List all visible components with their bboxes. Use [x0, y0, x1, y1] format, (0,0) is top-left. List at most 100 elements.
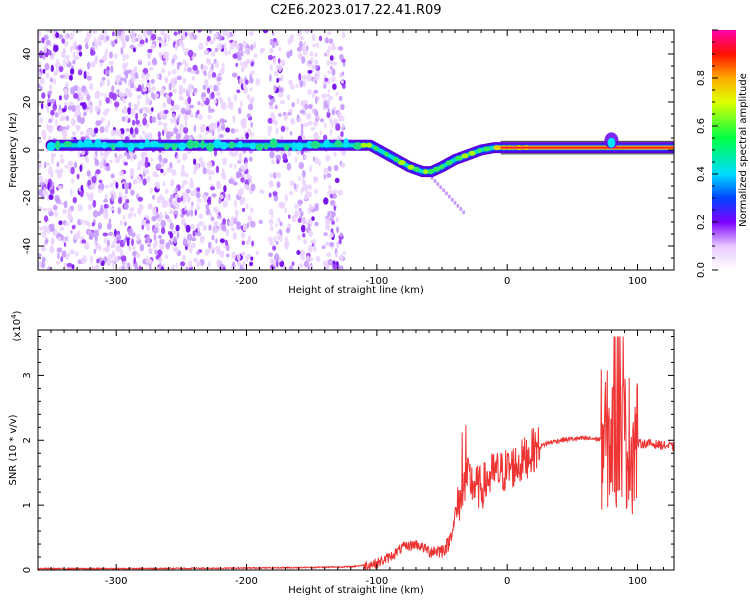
- noise-speckle: [323, 173, 326, 180]
- colorbar-tick-label: 0.0: [696, 262, 707, 278]
- noise-speckle: [63, 88, 68, 96]
- noise-speckle: [210, 216, 215, 222]
- noise-speckle: [326, 252, 332, 258]
- noise-speckle: [283, 115, 288, 121]
- noise-speckle: [222, 266, 226, 270]
- noise-speckle: [327, 107, 330, 114]
- noise-speckle: [303, 122, 309, 127]
- noise-speckle: [327, 89, 331, 93]
- ridge-blob: [366, 142, 373, 148]
- noise-speckle: [123, 152, 129, 156]
- noise-speckle: [282, 153, 288, 161]
- noise-speckle: [63, 242, 67, 247]
- noise-speckle: [153, 211, 158, 217]
- noise-speckle: [315, 256, 321, 262]
- noise-speckle: [44, 62, 50, 71]
- noise-speckle: [94, 158, 98, 162]
- noise-speckle: [114, 107, 119, 111]
- noise-speckle: [48, 194, 54, 201]
- noise-speckle: [118, 91, 124, 98]
- snr-y-ticks: 0 1 2 3: [22, 335, 674, 573]
- noise-speckle: [83, 91, 88, 97]
- noise-speckle: [134, 85, 137, 92]
- noise-speckle: [229, 43, 235, 51]
- noise-speckle: [222, 30, 228, 36]
- noise-speckle: [127, 92, 133, 98]
- noise-speckle: [207, 241, 212, 249]
- noise-speckle: [217, 43, 223, 51]
- noise-speckle: [113, 192, 117, 200]
- noise-speckle: [213, 227, 219, 234]
- noise-speckle: [130, 157, 134, 161]
- noise-speckle: [271, 41, 276, 49]
- noise-speckle: [240, 164, 245, 170]
- noise-speckle: [130, 189, 135, 196]
- noise-speckle: [66, 126, 69, 131]
- noise-speckle: [275, 64, 279, 70]
- noise-speckle: [147, 61, 152, 66]
- noise-speckle: [43, 45, 48, 54]
- noise-speckle: [318, 35, 323, 42]
- noise-speckle: [209, 186, 216, 191]
- colorbar-gradient: [712, 30, 736, 270]
- noise-speckle: [48, 84, 53, 92]
- ridge-blob: [393, 156, 399, 162]
- noise-speckle: [77, 204, 83, 212]
- noise-speckle: [185, 105, 191, 111]
- noise-speckle: [267, 54, 274, 61]
- noise-speckle: [320, 118, 324, 123]
- noise-speckle: [43, 186, 46, 195]
- noise-speckle: [240, 99, 243, 108]
- noise-speckle: [55, 32, 60, 39]
- noise-speckle: [210, 51, 216, 57]
- noise-speckle: [196, 110, 200, 115]
- noise-speckle: [306, 191, 312, 198]
- noise-speckle: [169, 222, 174, 231]
- noise-speckle: [290, 117, 295, 125]
- noise-speckle: [342, 250, 346, 256]
- noise-speckle: [124, 189, 128, 195]
- noise-speckle: [208, 40, 215, 45]
- noise-speckle: [234, 149, 239, 156]
- noise-speckle: [122, 40, 126, 49]
- noise-speckle: [176, 197, 182, 203]
- noise-speckle: [45, 72, 50, 79]
- ridge-blob: [428, 169, 434, 175]
- noise-speckle: [102, 55, 108, 61]
- noise-speckle: [190, 223, 195, 230]
- noise-speckle: [289, 180, 295, 187]
- ridge-blob: [228, 141, 235, 149]
- noise-speckle: [189, 104, 195, 109]
- noise-speckle: [198, 134, 203, 139]
- noise-speckle: [209, 85, 213, 89]
- noise-speckle: [90, 30, 96, 33]
- noise-speckle: [280, 230, 283, 236]
- noise-speckle: [217, 125, 222, 133]
- noise-speckle: [142, 87, 148, 92]
- spectrogram-ridge: [45, 132, 674, 178]
- snr-y-multiplier: (x104): [10, 310, 23, 341]
- noise-speckle: [57, 247, 63, 253]
- noise-speckle: [163, 51, 167, 59]
- noise-speckle: [97, 188, 103, 193]
- noise-speckle: [330, 76, 336, 83]
- noise-speckle: [145, 37, 149, 44]
- noise-speckle: [74, 112, 78, 118]
- noise-speckle: [311, 93, 315, 98]
- noise-speckle: [73, 233, 78, 241]
- noise-speckle: [197, 101, 201, 106]
- noise-speckle: [163, 200, 169, 205]
- noise-speckle: [209, 30, 212, 34]
- noise-speckle: [312, 43, 317, 48]
- noise-speckle: [110, 129, 117, 137]
- snr-line-group: [38, 336, 674, 570]
- noise-speckle: [182, 34, 186, 41]
- noise-speckle: [63, 262, 68, 268]
- noise-speckle: [123, 161, 128, 166]
- noise-speckle: [59, 95, 62, 101]
- noise-speckle: [302, 169, 306, 178]
- noise-speckle: [69, 74, 73, 81]
- noise-speckle: [75, 45, 79, 50]
- noise-speckle: [135, 119, 140, 125]
- noise-speckle: [250, 44, 254, 51]
